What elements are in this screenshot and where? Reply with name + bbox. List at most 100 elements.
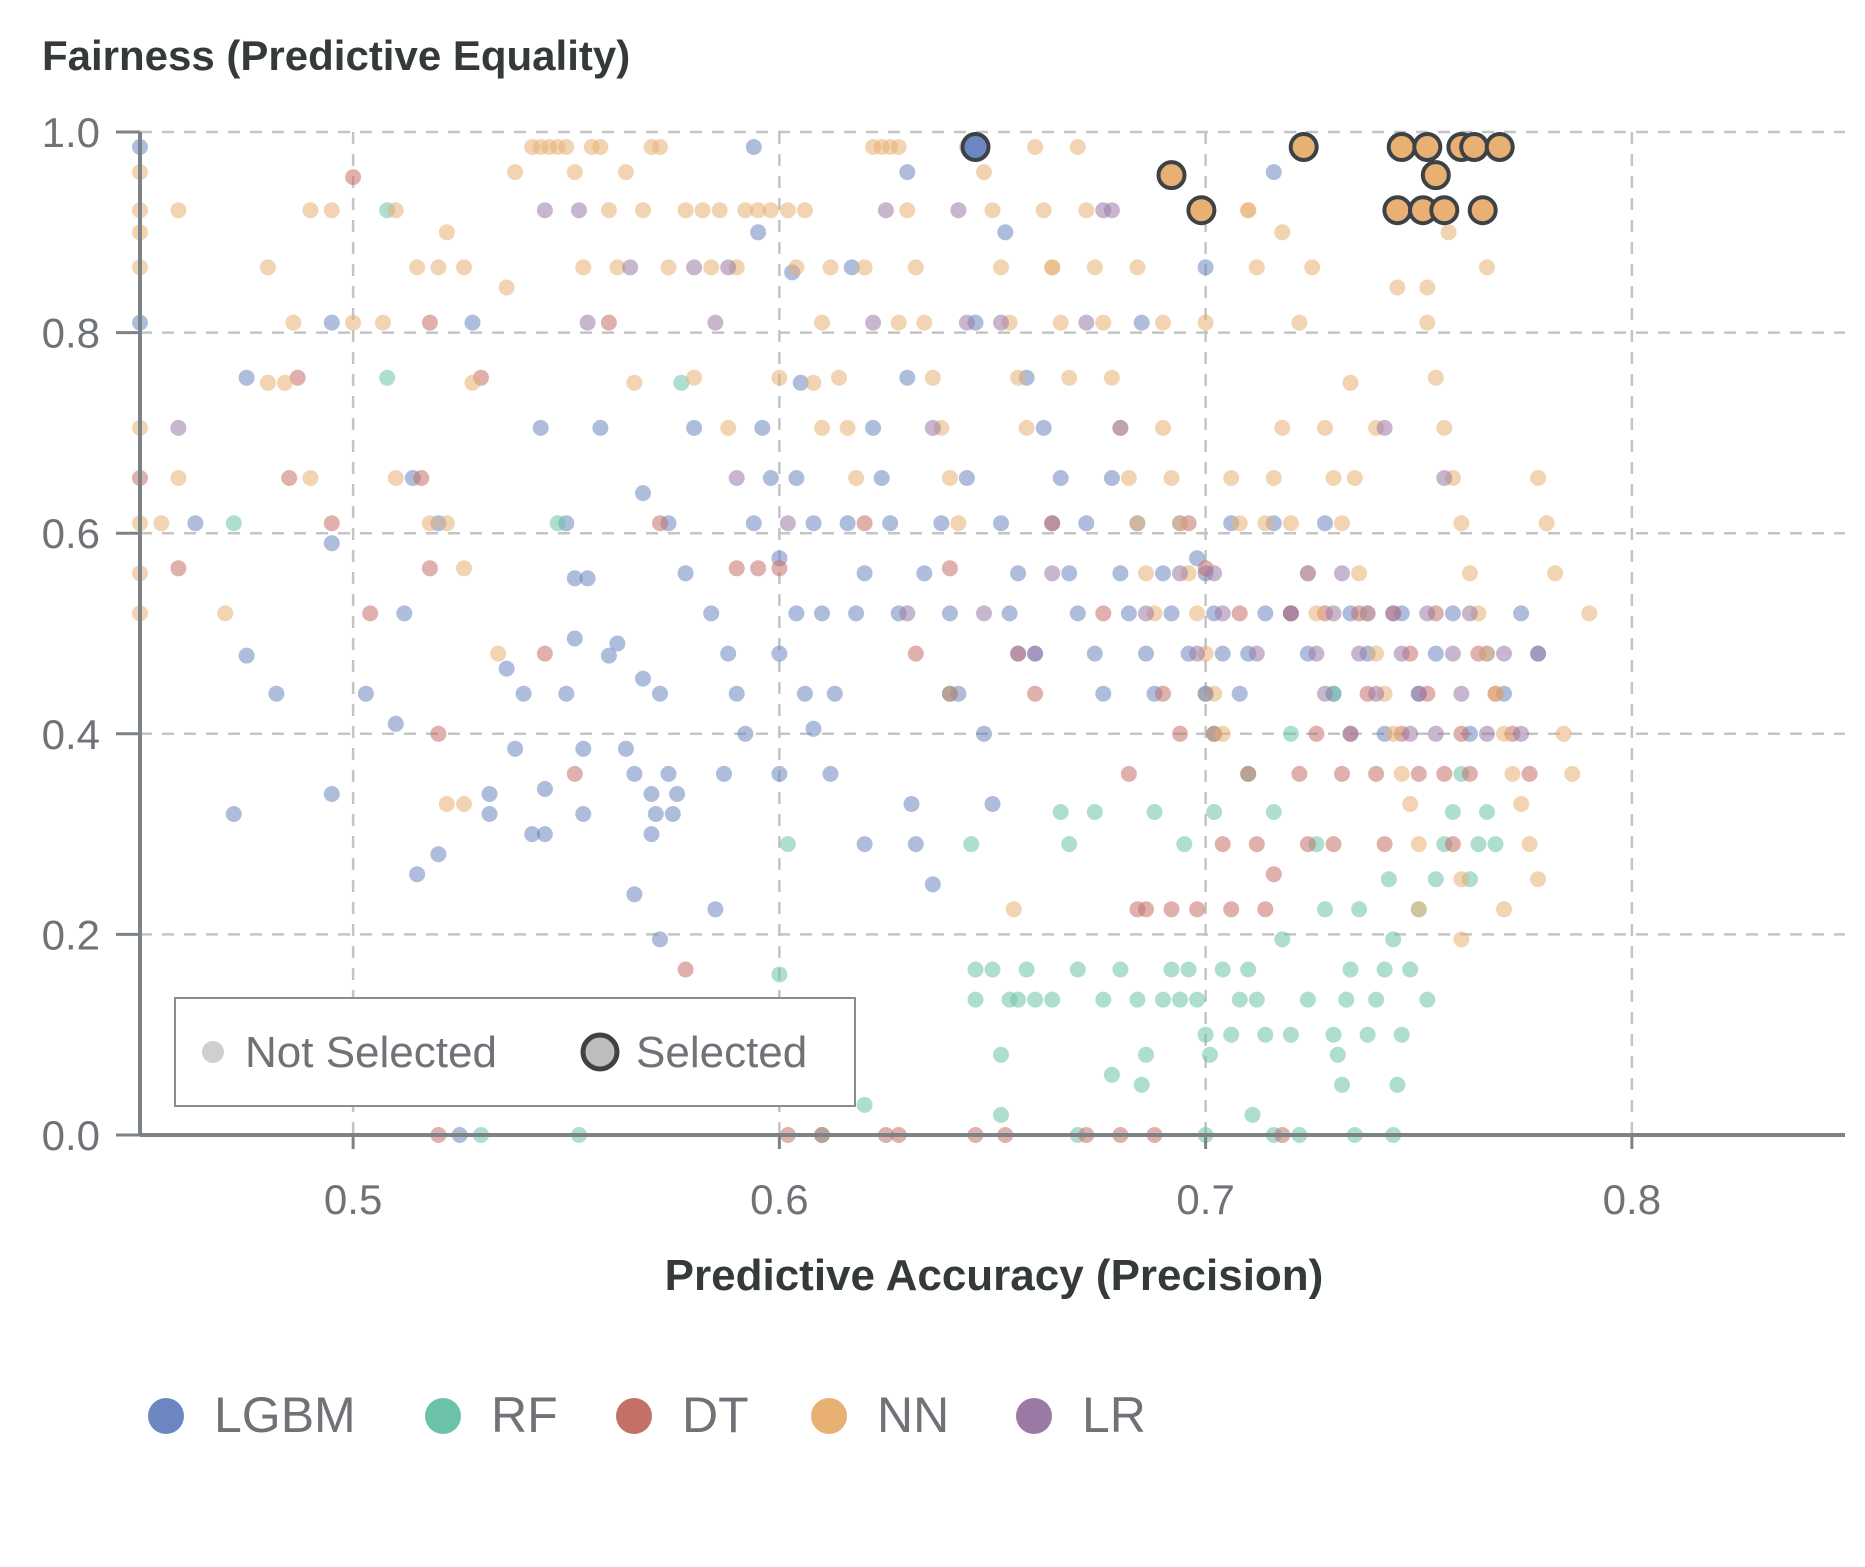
- point-nn: [1547, 565, 1564, 582]
- point-dt: [1291, 765, 1308, 782]
- point-rf: [1214, 961, 1231, 978]
- selected-point-nn[interactable]: [1386, 132, 1417, 162]
- selected-point-nn[interactable]: [1484, 132, 1515, 162]
- point-rf: [1338, 991, 1355, 1008]
- point-lr: [1172, 565, 1188, 582]
- point-lgbm: [536, 781, 553, 797]
- point-nn: [1419, 279, 1436, 296]
- point-nn: [456, 560, 472, 577]
- point-dt: [1444, 836, 1461, 853]
- point-dt: [1172, 725, 1188, 742]
- point-nn: [1129, 515, 1146, 532]
- point-lr: [1308, 645, 1325, 662]
- point-lgbm: [805, 720, 822, 737]
- point-nn: [1555, 725, 1572, 742]
- legend-marker-nn: [811, 1398, 847, 1434]
- point-nn: [660, 259, 677, 276]
- selected-point-nn[interactable]: [1186, 195, 1217, 226]
- point-nn: [387, 202, 404, 219]
- point-lgbm: [843, 259, 860, 276]
- point-lgbm: [1138, 645, 1154, 662]
- selected-point-nn[interactable]: [1467, 195, 1498, 226]
- point-lr: [950, 202, 967, 219]
- point-lgbm: [941, 605, 958, 622]
- selected-point-nn[interactable]: [1429, 195, 1460, 226]
- point-dt: [1163, 901, 1180, 918]
- point-rf: [1368, 991, 1385, 1008]
- point-rf: [1487, 836, 1504, 853]
- point-rf: [771, 966, 788, 983]
- point-lgbm: [575, 740, 592, 757]
- selected-point-nn[interactable]: [1156, 160, 1187, 191]
- point-nn: [1248, 259, 1265, 276]
- point-dt: [1299, 836, 1316, 853]
- point-nn: [1393, 765, 1410, 782]
- legend-label-lgbm: LGBM: [214, 1387, 356, 1443]
- point-lgbm: [1214, 645, 1231, 662]
- point-lgbm: [1257, 605, 1274, 622]
- point-lgbm: [907, 836, 924, 853]
- point-nn: [170, 470, 187, 486]
- selected-point-nn[interactable]: [1382, 195, 1413, 226]
- point-nn: [498, 279, 515, 296]
- point-nn: [1103, 369, 1120, 386]
- point-dt: [323, 515, 340, 532]
- point-nn: [1453, 515, 1470, 532]
- point-nn: [1530, 470, 1547, 486]
- point-lgbm: [626, 765, 643, 782]
- selected-point-nn[interactable]: [1288, 132, 1319, 162]
- point-lr: [1385, 605, 1402, 622]
- point-lgbm: [865, 419, 882, 436]
- point-lgbm: [796, 685, 813, 702]
- point-nn: [814, 314, 830, 331]
- point-lgbm: [707, 901, 724, 918]
- point-lgbm: [664, 806, 681, 822]
- point-rf: [1257, 1026, 1274, 1043]
- point-nn: [1078, 202, 1095, 219]
- point-nn: [456, 796, 472, 812]
- point-dt: [941, 685, 958, 702]
- point-lgbm: [1197, 259, 1214, 276]
- selected-point-nn[interactable]: [1459, 132, 1490, 162]
- data-points: [132, 139, 1598, 1143]
- point-rf: [967, 961, 984, 978]
- selected-point-lgbm[interactable]: [960, 132, 991, 162]
- point-dt: [1453, 725, 1470, 742]
- point-lgbm: [669, 786, 686, 802]
- point-rf: [1044, 991, 1061, 1008]
- point-nn: [677, 202, 694, 219]
- point-nn: [438, 515, 455, 532]
- point-rf: [1342, 961, 1359, 978]
- point-lgbm: [268, 685, 285, 702]
- y-tick-label: 0.8: [42, 310, 100, 357]
- point-lgbm: [762, 470, 779, 486]
- point-lr: [1393, 645, 1410, 662]
- point-nn: [626, 374, 643, 391]
- point-rf: [1393, 1026, 1410, 1043]
- point-dt: [1308, 725, 1325, 742]
- point-lgbm: [1317, 515, 1333, 532]
- point-rf: [1155, 991, 1171, 1008]
- point-lgbm: [737, 725, 754, 742]
- point-lgbm: [1078, 515, 1095, 532]
- point-rf: [1112, 961, 1129, 978]
- point-nn: [387, 470, 404, 486]
- point-lgbm: [745, 515, 762, 532]
- point-lgbm: [592, 419, 609, 436]
- point-rf: [1231, 991, 1248, 1008]
- point-nn: [1368, 645, 1385, 662]
- point-nn: [984, 202, 1001, 219]
- point-nn: [1189, 605, 1206, 622]
- point-nn: [259, 374, 276, 391]
- point-lr: [1359, 605, 1376, 622]
- point-dt: [345, 169, 362, 186]
- point-lr: [1427, 725, 1444, 742]
- point-rf: [1317, 901, 1333, 918]
- point-lgbm: [856, 565, 873, 582]
- selected-point-nn[interactable]: [1412, 132, 1443, 162]
- point-lgbm: [1069, 605, 1086, 622]
- point-nn: [1436, 419, 1453, 436]
- point-nn: [1334, 515, 1350, 532]
- point-lgbm: [635, 485, 651, 502]
- selected-point-nn[interactable]: [1420, 160, 1451, 191]
